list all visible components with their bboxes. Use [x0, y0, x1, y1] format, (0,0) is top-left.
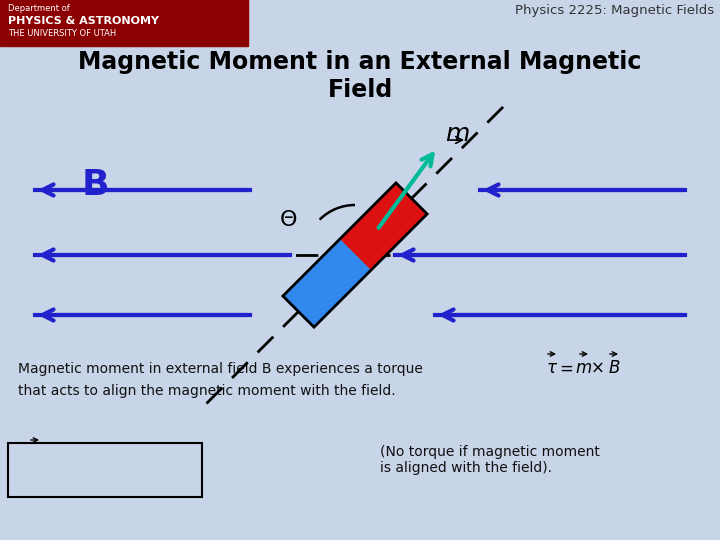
Text: (No torque if magnetic moment
is aligned with the field).: (No torque if magnetic moment is aligned… [380, 445, 600, 475]
Polygon shape [283, 239, 371, 327]
Text: Magnetic Moment in an External Magnetic
Field: Magnetic Moment in an External Magnetic … [78, 50, 642, 102]
Text: $\times$: $\times$ [590, 359, 604, 377]
Text: $\tau$: $\tau$ [546, 359, 558, 377]
Text: $=$: $=$ [557, 359, 574, 377]
Text: B: B [82, 168, 109, 202]
Text: $|\tau|$: $|\tau|$ [23, 448, 45, 470]
Text: $B$: $B$ [608, 359, 620, 377]
Bar [0, 0, 248, 46]
FancyBboxPatch shape [8, 443, 202, 497]
Text: Magnetic moment in external field B experiences a torque: Magnetic moment in external field B expe… [18, 362, 423, 376]
Text: PHYSICS & ASTRONOMY: PHYSICS & ASTRONOMY [8, 16, 159, 26]
Text: THE UNIVERSITY OF UTAH: THE UNIVERSITY OF UTAH [8, 29, 116, 38]
Text: Department of: Department of [8, 4, 70, 13]
Text: $m$: $m$ [445, 122, 469, 146]
Text: Physics 2225: Magnetic Fields: Physics 2225: Magnetic Fields [515, 4, 714, 17]
Polygon shape [339, 183, 427, 271]
Text: Θ: Θ [280, 210, 297, 230]
Text: $\sin\Theta$: $\sin\Theta$ [100, 448, 144, 466]
Text: $m$: $m$ [575, 359, 593, 377]
Text: $= m B$: $= m B$ [48, 448, 101, 466]
Text: that acts to align the magnetic moment with the field.: that acts to align the magnetic moment w… [18, 384, 395, 398]
